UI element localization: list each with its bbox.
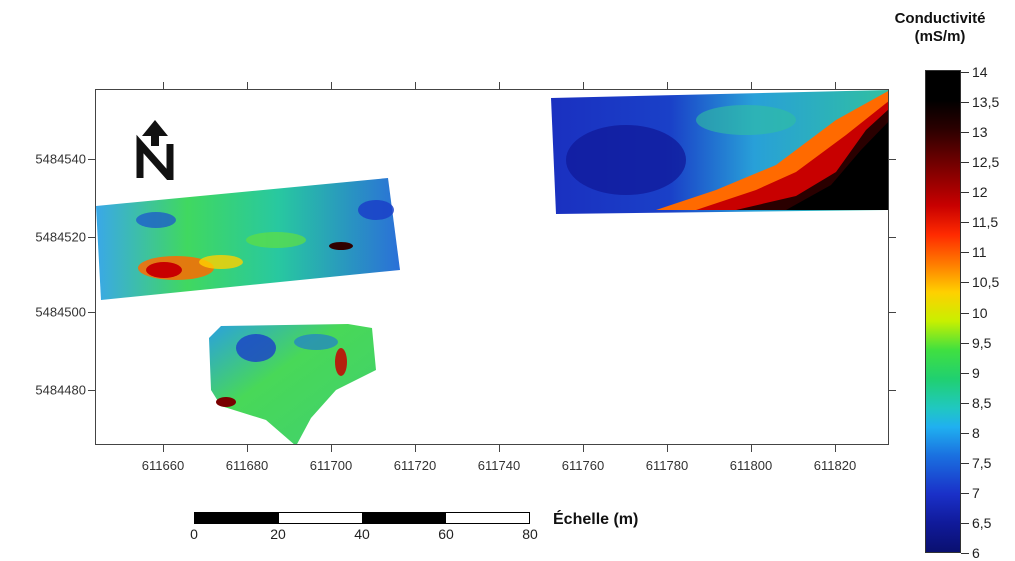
colorbar-tick <box>961 282 969 284</box>
x-tick <box>667 82 668 89</box>
y-tick <box>88 159 95 160</box>
colorbar-tick <box>961 162 969 164</box>
colorbar-tick-label: 6 <box>972 545 980 561</box>
map-frame <box>95 89 889 445</box>
colorbar-tick-label: 9,5 <box>972 334 992 351</box>
x-tick-label: 611680 <box>225 458 269 473</box>
x-tick <box>835 445 836 452</box>
colorbar-tick <box>961 492 969 494</box>
colorbar-tick <box>961 402 969 404</box>
colorbar-tick-label: 7,5 <box>972 454 992 471</box>
y-tick-label: 5484520 <box>35 229 86 245</box>
x-tick-label: 611780 <box>645 458 689 473</box>
colorbar-tick-label: 12,5 <box>972 154 1000 171</box>
colorbar-tick <box>961 553 969 554</box>
scale-label: 20 <box>270 526 286 542</box>
x-tick <box>751 82 752 89</box>
map-plot <box>96 90 888 444</box>
colorbar-tick <box>961 102 969 104</box>
y-tick <box>889 312 896 313</box>
colorbar-tick-label: 13,5 <box>972 94 1000 111</box>
x-tick-label: 611800 <box>729 458 773 473</box>
y-tick <box>889 159 896 160</box>
x-tick <box>415 82 416 89</box>
x-tick <box>583 445 584 452</box>
colorbar-title-line1: Conductivité <box>894 10 986 27</box>
survey-patch-south <box>209 324 376 444</box>
colorbar-tick-label: 10,5 <box>972 274 1000 291</box>
colorbar-title-line2: (mS/m) <box>914 28 966 45</box>
scale-title: Échelle (m) <box>553 511 639 528</box>
x-tick <box>331 445 332 452</box>
colorbar-tick-label: 13 <box>972 124 988 141</box>
colorbar-tick <box>961 462 969 464</box>
x-tick-label: 611720 <box>393 458 437 473</box>
x-tick <box>163 445 164 452</box>
survey-patch-northeast <box>551 90 888 214</box>
x-tick-label: 611820 <box>813 458 857 473</box>
x-tick <box>415 445 416 452</box>
colorbar-tick-label: 9 <box>972 364 980 381</box>
colorbar-tick <box>961 192 969 194</box>
y-tick <box>88 237 95 238</box>
y-tick-label: 5484500 <box>35 304 86 320</box>
colorbar <box>925 70 961 553</box>
colorbar-tick-label: 12 <box>972 184 988 201</box>
y-tick <box>88 390 95 391</box>
x-tick <box>499 445 500 452</box>
y-tick <box>889 390 896 391</box>
x-tick <box>583 82 584 89</box>
y-tick-label: 5484540 <box>35 151 86 167</box>
x-tick <box>163 82 164 89</box>
scale-label: 60 <box>438 526 454 542</box>
colorbar-tick <box>961 132 969 134</box>
survey-patch-west <box>96 178 400 300</box>
x-tick <box>247 82 248 89</box>
colorbar-tick-label: 11 <box>972 244 987 261</box>
x-tick <box>247 445 248 452</box>
x-tick-label: 611760 <box>561 458 605 473</box>
colorbar-tick-label: 8 <box>972 424 980 441</box>
colorbar-tick <box>961 342 969 344</box>
colorbar-tick <box>961 312 969 314</box>
y-tick-label: 5484480 <box>35 382 86 398</box>
scale-label: 40 <box>354 526 370 542</box>
colorbar-tick <box>961 522 969 524</box>
colorbar-tick <box>961 432 969 434</box>
colorbar-title: Conductivité (mS/m) <box>870 10 1010 46</box>
colorbar-tick-label: 6,5 <box>972 514 992 531</box>
colorbar-tick-label: 8,5 <box>972 394 992 411</box>
y-tick <box>88 312 95 313</box>
colorbar-tick <box>961 372 969 374</box>
x-tick <box>667 445 668 452</box>
colorbar-tick-label: 14 <box>972 64 988 80</box>
colorbar-tick <box>961 222 969 224</box>
colorbar-tick <box>961 252 969 254</box>
colorbar-tick-label: 7 <box>972 484 980 501</box>
x-tick <box>499 82 500 89</box>
colorbar-tick-label: 10 <box>972 304 988 321</box>
x-tick <box>331 82 332 89</box>
colorbar-tick-label: 11,5 <box>972 214 999 231</box>
x-tick <box>835 82 836 89</box>
x-tick <box>751 445 752 452</box>
y-tick <box>889 237 896 238</box>
x-tick-label: 611700 <box>309 458 353 473</box>
scale-label: 80 <box>522 526 538 542</box>
x-tick-label: 611740 <box>477 458 521 473</box>
colorbar-tick <box>961 72 969 73</box>
scale-bar <box>194 512 530 524</box>
x-tick-label: 611660 <box>141 458 185 473</box>
scale-label: 0 <box>190 526 198 542</box>
north-arrow-icon <box>134 120 176 188</box>
